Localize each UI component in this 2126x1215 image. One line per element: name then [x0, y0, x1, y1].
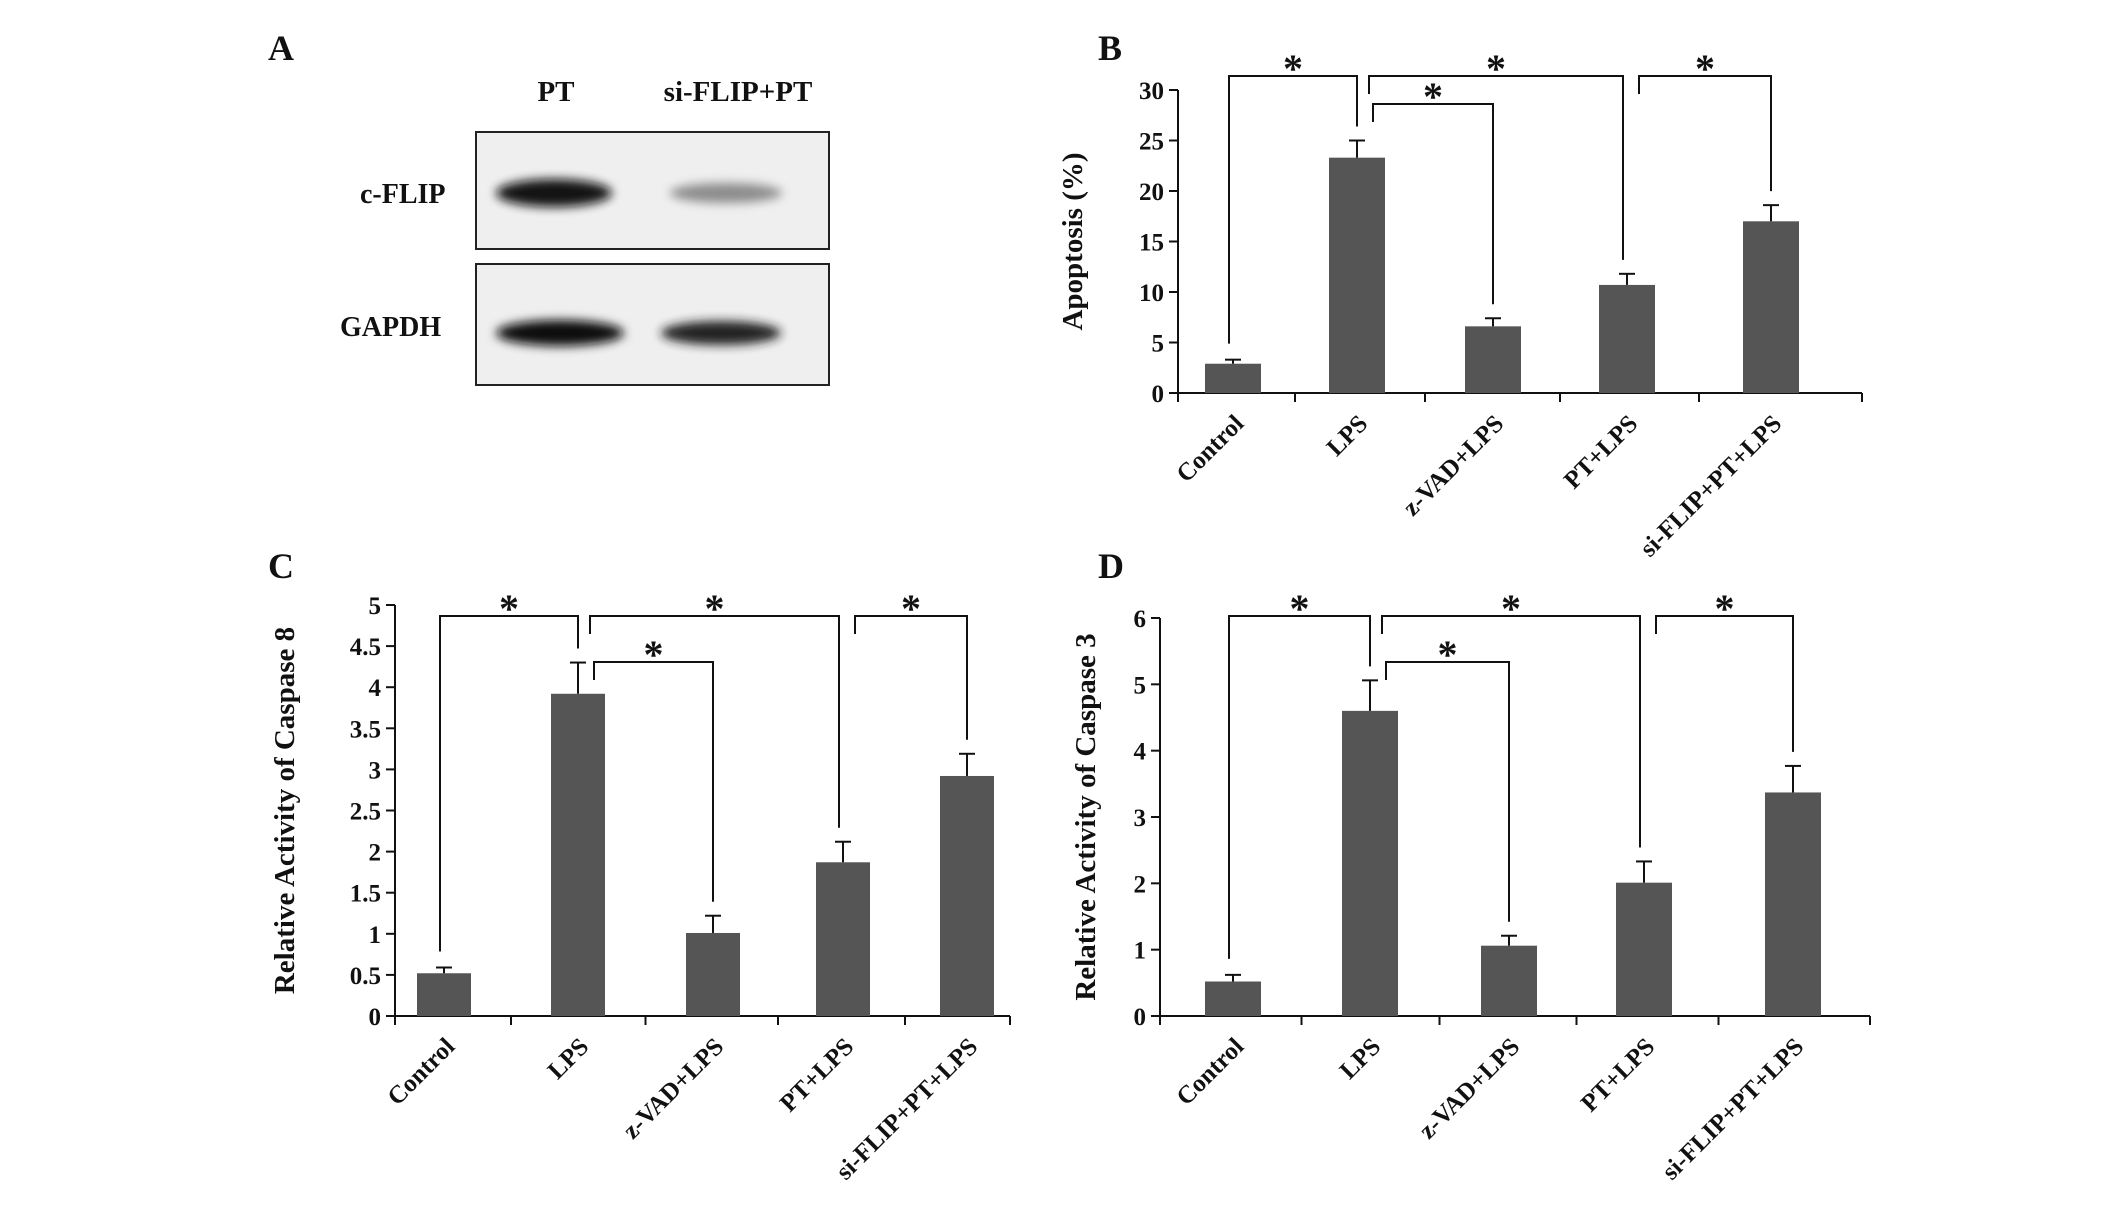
- y-tick-label-d: 5: [1134, 672, 1147, 699]
- significance-star-d: *: [1501, 586, 1521, 631]
- x-category-label-c: z-VAD+LPS: [618, 1033, 729, 1144]
- y-tick-label-c: 3: [369, 757, 382, 784]
- panel-label-a: A: [268, 28, 294, 68]
- y-tick-label-d: 4: [1134, 739, 1147, 766]
- significance-star-c: *: [499, 586, 519, 631]
- x-category-label-b: si-FLIP+PT+LPS: [1635, 410, 1787, 562]
- y-tick-label-b: 0: [1152, 381, 1165, 408]
- blot-band-gapdh-pt: [496, 320, 624, 346]
- significance-star-d: *: [1290, 586, 1310, 631]
- x-category-label-b: PT+LPS: [1559, 410, 1643, 494]
- significance-bracket-b: [1638, 75, 1772, 192]
- y-tick-label-d: 1: [1134, 938, 1147, 965]
- panel-label-b: B: [1098, 28, 1122, 68]
- x-category-label-d: Control: [1172, 1033, 1250, 1111]
- bar-b-si-flip-pt-lps: [1743, 221, 1799, 393]
- blot-lane-label-si-flip-pt: si-FLIP+PT: [664, 76, 813, 108]
- bar-b-control: [1205, 363, 1261, 393]
- significance-bracket-d: [1381, 615, 1641, 848]
- significance-bracket-b: [1368, 75, 1624, 260]
- x-category-label-b: Control: [1172, 410, 1250, 488]
- significance-star-b: *: [1283, 46, 1303, 91]
- bar-d-z-vad-lps: [1481, 945, 1537, 1016]
- y-tick-label-c: 1.5: [350, 881, 381, 908]
- y-tick-label-d: 3: [1134, 805, 1147, 832]
- significance-bracket-c: [593, 661, 714, 902]
- significance-bracket-b: [1228, 75, 1358, 344]
- bar-c-lps: [551, 693, 605, 1016]
- significance-star-c: *: [705, 586, 725, 631]
- x-category-label-c: PT+LPS: [775, 1033, 859, 1117]
- y-tick-label-d: 6: [1134, 606, 1147, 633]
- significance-star-c: *: [901, 586, 921, 631]
- x-category-label-c: LPS: [543, 1033, 595, 1085]
- chart-panel-d-caspase-3: 0 1 2 3 4 5 6 Relative Activity of Caspase 3 Con…: [1070, 586, 1871, 1185]
- y-tick-label-d: 2: [1134, 871, 1147, 898]
- blot-lane-label-pt: PT: [537, 76, 574, 108]
- bar-b-pt-lps: [1599, 284, 1655, 393]
- y-tick-label-c: 1: [369, 922, 382, 949]
- y-tick-label-c: 3.5: [350, 716, 381, 743]
- panel-label-d: D: [1098, 546, 1124, 586]
- y-tick-label-c: 2: [369, 840, 382, 867]
- significance-bracket-d: [1385, 661, 1510, 922]
- y-tick-label-b: 25: [1139, 129, 1164, 156]
- x-category-label-b: LPS: [1322, 410, 1374, 462]
- x-category-label-d: z-VAD+LPS: [1414, 1033, 1525, 1144]
- blot-band-c-flip-pt: [496, 179, 612, 207]
- y-tick-label-b: 10: [1139, 280, 1164, 307]
- significance-bracket-b: [1372, 103, 1494, 305]
- significance-star-d: *: [1438, 632, 1458, 677]
- bar-c-z-vad-lps: [686, 932, 740, 1016]
- x-category-label-c: Control: [383, 1033, 461, 1111]
- significance-bracket-d: [1655, 615, 1794, 752]
- y-tick-label-d: 0: [1134, 1004, 1147, 1031]
- western-blot-panel: PT si-FLIP+PT c-FLIP GAPDH: [340, 76, 830, 386]
- bar-c-control: [417, 973, 471, 1016]
- y-axis-title-b: Apoptosis (%): [1057, 152, 1089, 330]
- bar-c-si-flip-pt-lps: [940, 775, 994, 1016]
- bar-d-si-flip-pt-lps: [1765, 792, 1821, 1016]
- significance-bracket-c: [854, 615, 968, 740]
- bar-c-pt-lps: [816, 862, 870, 1016]
- x-category-label-d: LPS: [1335, 1033, 1387, 1085]
- y-tick-label-b: 5: [1152, 331, 1165, 358]
- x-category-label-d: PT+LPS: [1576, 1033, 1660, 1117]
- y-tick-label-c: 0.5: [350, 963, 381, 990]
- chart-panel-c-caspase-8: 0 0.5 1 1.5 2 2.5 3 3.5 4 4.5 5 Relative Activity o…: [269, 586, 1011, 1185]
- chart-panel-b-apoptosis: 0 5 10 15 20 25 30 Apoptosis (%) Control LPS z-VAD…: [1057, 46, 1863, 562]
- bar-b-lps: [1329, 157, 1385, 393]
- blot-band-gapdh-si-flip-pt: [661, 321, 781, 345]
- bar-d-pt-lps: [1616, 882, 1672, 1016]
- blot-row-label-gapdh: GAPDH: [340, 312, 441, 343]
- y-tick-label-b: 20: [1139, 179, 1164, 206]
- x-category-label-d: si-FLIP+PT+LPS: [1657, 1033, 1809, 1185]
- significance-bracket-c: [439, 615, 579, 952]
- significance-star-b: *: [1486, 46, 1506, 91]
- significance-star-b: *: [1695, 46, 1715, 91]
- bar-b-z-vad-lps: [1465, 326, 1521, 393]
- bar-d-control: [1205, 981, 1261, 1016]
- significance-star-c: *: [644, 632, 664, 677]
- panel-label-c: C: [268, 546, 294, 586]
- significance-bracket-d: [1228, 615, 1371, 959]
- blot-row-label-c-flip: c-FLIP: [360, 179, 446, 210]
- significance-star-b: *: [1423, 74, 1443, 119]
- y-axis-title-d: Relative Activity of Caspase 3: [1070, 633, 1102, 1000]
- y-axis-title-c: Relative Activity of Caspase 8: [269, 627, 301, 994]
- significance-star-d: *: [1715, 586, 1735, 631]
- bar-d-lps: [1342, 710, 1398, 1016]
- y-tick-label-b: 15: [1139, 230, 1164, 257]
- significance-bracket-c: [589, 615, 840, 828]
- y-tick-label-c: 2.5: [350, 799, 381, 826]
- x-category-label-b: z-VAD+LPS: [1398, 410, 1509, 521]
- blot-band-c-flip-si-flip-pt: [670, 183, 782, 203]
- y-tick-label-c: 5: [369, 593, 382, 620]
- y-tick-label-c: 4: [369, 675, 382, 702]
- y-tick-label-c: 0: [369, 1004, 382, 1031]
- y-tick-label-c: 4.5: [350, 634, 381, 661]
- y-tick-label-b: 30: [1139, 78, 1164, 105]
